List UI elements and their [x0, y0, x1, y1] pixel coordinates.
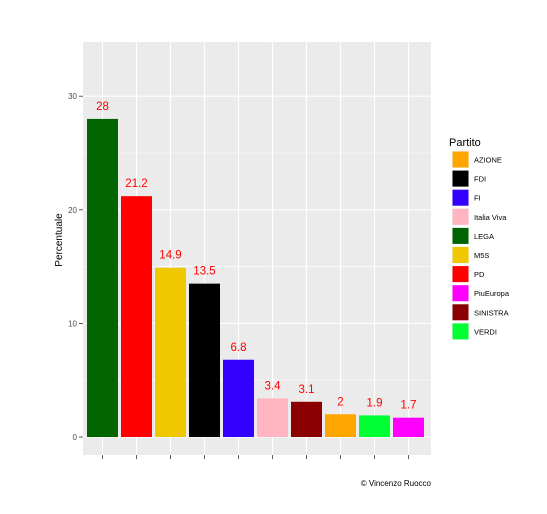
value-label: 2 — [337, 396, 343, 408]
y-tick-label: 30 — [68, 92, 77, 101]
legend-swatch — [452, 266, 469, 283]
legend-swatch — [452, 151, 469, 168]
legend-label: FDI — [474, 175, 486, 184]
legend-label: VERDI — [474, 327, 497, 336]
legend-title: Partito — [449, 137, 481, 149]
legend-label: LEGA — [474, 232, 494, 241]
bar-italia-viva — [257, 398, 288, 437]
legend-label: AZIONE — [474, 156, 502, 165]
value-label: 21.2 — [125, 178, 147, 190]
y-tick-label: 20 — [68, 206, 77, 215]
y-axis: 0 10 20 30 — [68, 92, 83, 442]
legend: Partito AZIONE FDI FI Italia Viva LEGA M5S PD P… — [449, 137, 510, 340]
legend-label: Italia Viva — [474, 213, 507, 222]
y-tick-label: 0 — [73, 433, 78, 442]
bar-fdi — [189, 283, 220, 437]
legend-swatch — [452, 227, 469, 244]
x-axis — [102, 455, 409, 459]
value-label: 3.4 — [265, 380, 282, 392]
value-label: 14.9 — [159, 250, 181, 262]
bars — [87, 118, 424, 438]
bar-sinistra — [291, 401, 322, 437]
bar-pd — [121, 196, 152, 437]
legend-label: M5S — [474, 251, 489, 260]
value-labels: 28 21.2 14.9 13.5 6.8 3.4 3.1 2 1.9 1.7 — [96, 101, 416, 412]
legend-label: SINISTRA — [474, 308, 509, 317]
bar-azione — [325, 414, 356, 437]
bar-piueuropa — [393, 417, 424, 437]
legend-label: PD — [474, 270, 485, 279]
legend-label: FI — [474, 194, 481, 203]
value-label: 1.7 — [401, 400, 417, 412]
legend-swatch — [452, 247, 469, 263]
value-label: 3.1 — [299, 384, 315, 396]
legend-swatch — [452, 304, 469, 321]
caption: © Vincenzo Ruocco — [361, 479, 432, 488]
legend-swatch — [452, 323, 469, 340]
bar-m5s — [155, 267, 186, 437]
y-axis-title: Percentuale — [54, 213, 65, 267]
legend-label: PiuEuropa — [474, 289, 510, 298]
value-label: 6.8 — [231, 342, 247, 354]
bar-lega — [87, 118, 118, 438]
legend-swatch — [452, 170, 469, 187]
legend-swatch — [452, 208, 469, 225]
y-tick-label: 10 — [68, 319, 77, 328]
value-label: 28 — [96, 101, 109, 113]
legend-swatch — [452, 189, 469, 206]
value-label: 1.9 — [367, 397, 383, 409]
bar-verdi — [359, 415, 390, 437]
legend-swatch — [452, 285, 469, 302]
value-label: 13.5 — [193, 266, 215, 278]
bar-fi — [223, 359, 254, 437]
